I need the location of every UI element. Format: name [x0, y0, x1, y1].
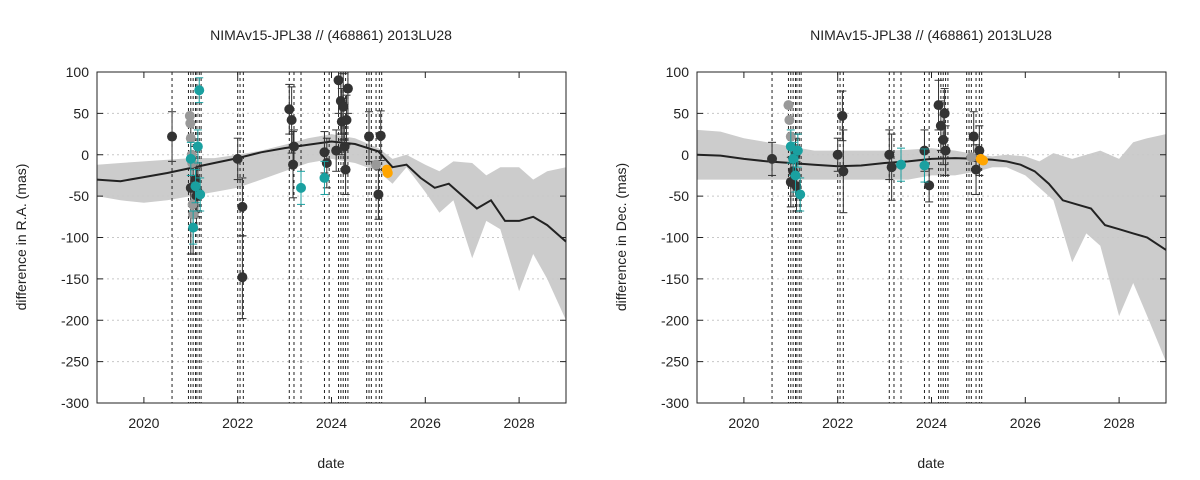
- data-point-teal: [896, 159, 907, 170]
- data-point-dark: [832, 149, 843, 160]
- data-point-dark: [288, 141, 299, 152]
- x-tick-label: 2026: [1010, 415, 1041, 431]
- data-point-teal: [319, 172, 330, 183]
- data-point-gray: [184, 110, 195, 121]
- y-tick-label: -150: [61, 271, 89, 287]
- data-point-dark: [884, 149, 895, 160]
- data-point-gray: [187, 199, 198, 210]
- data-point-dark: [339, 141, 350, 152]
- data-point-dark: [232, 153, 243, 164]
- plot-area: 100 50 0 -50 -100 -150 -200 -250 -300 2020 2022 202…: [661, 64, 1167, 431]
- y-tick-label: 50: [73, 105, 89, 121]
- data-point-dark: [319, 147, 330, 158]
- x-tick-label: 2026: [410, 415, 441, 431]
- data-point-dark: [924, 180, 935, 191]
- x-axis-label: date: [317, 455, 344, 471]
- y-tick-label: 0: [681, 147, 689, 163]
- data-point-gray: [784, 114, 795, 125]
- data-point-gray: [185, 133, 196, 144]
- y-tick-label: 100: [66, 64, 90, 80]
- x-tick-label: 2022: [822, 415, 853, 431]
- plot-area: 100 50 0 -50 -100 -150 -200 -250 -300 2020 2022 202…: [61, 64, 567, 431]
- x-tick-label: 2022: [222, 415, 253, 431]
- data-point-orange: [382, 167, 393, 178]
- data-point-gray: [371, 159, 382, 170]
- data-point-teal: [792, 145, 803, 156]
- y-tick-label: -300: [661, 395, 689, 411]
- data-point-teal: [190, 181, 201, 192]
- data-point-dark: [838, 166, 849, 177]
- data-point-dark: [767, 153, 778, 164]
- data-point-orange: [978, 155, 989, 166]
- y-tick-label: -200: [661, 312, 689, 328]
- data-point-teal: [296, 182, 307, 193]
- x-axis-label: date: [917, 455, 944, 471]
- data-point-dark: [342, 83, 353, 94]
- data-point-gray: [185, 118, 196, 129]
- data-point-dark: [791, 181, 802, 192]
- data-point-dark: [974, 145, 985, 156]
- x-tick-label: 2020: [728, 415, 759, 431]
- data-point-dark: [968, 131, 979, 142]
- data-point-teal: [790, 170, 801, 181]
- y-tick-label: -250: [661, 354, 689, 370]
- x-tick-label: 2024: [316, 415, 347, 431]
- y-tick-label: -300: [61, 395, 89, 411]
- data-point-dark: [939, 108, 950, 119]
- data-point-dark: [886, 162, 897, 173]
- y-axis-label: difference in Dec. (mas): [613, 163, 629, 311]
- data-point-dark: [940, 145, 951, 156]
- data-point-dark: [286, 114, 297, 125]
- data-point-teal: [185, 153, 196, 164]
- y-tick-label: -100: [661, 230, 689, 246]
- y-tick-label: 100: [666, 64, 690, 80]
- y-tick-label: -150: [661, 271, 689, 287]
- data-point-dark: [340, 164, 351, 175]
- data-point-dark: [167, 131, 178, 142]
- chart-title: NIMAv15-JPL38 // (468861) 2013LU28: [210, 27, 452, 43]
- dec-chart: NIMAv15-JPL38 // (468861) 2013LU28 date …: [613, 27, 1167, 471]
- y-tick-label: -200: [61, 312, 89, 328]
- data-point-teal: [192, 141, 203, 152]
- y-tick-label: -50: [669, 188, 689, 204]
- data-point-teal: [195, 189, 206, 200]
- data-point-dark: [938, 134, 949, 145]
- data-point-teal: [919, 160, 930, 171]
- data-point-teal: [795, 189, 806, 200]
- data-point-dark: [364, 131, 375, 142]
- data-point-teal: [188, 222, 199, 233]
- data-point-dark: [837, 110, 848, 121]
- data-point-dark: [341, 114, 352, 125]
- x-tick-label: 2028: [1104, 415, 1135, 431]
- data-point-dark: [331, 145, 342, 156]
- y-tick-label: -50: [69, 188, 89, 204]
- data-point-dark: [338, 101, 349, 112]
- x-tick-label: 2020: [128, 415, 159, 431]
- y-axis-label: difference in R.A. (mas): [13, 164, 29, 311]
- data-point-dark: [284, 104, 295, 115]
- y-tick-label: -100: [61, 230, 89, 246]
- data-point-dark: [373, 189, 384, 200]
- data-point-dark: [333, 75, 344, 86]
- data-point-teal: [194, 85, 205, 96]
- uncertainty-band: [97, 134, 566, 321]
- data-point-dark: [237, 272, 248, 283]
- y-tick-label: -250: [61, 354, 89, 370]
- x-tick-label: 2024: [916, 415, 947, 431]
- data-point-gray: [966, 152, 977, 163]
- data-point-gray: [783, 100, 794, 111]
- data-point-dark: [375, 130, 386, 141]
- uncertainty-band: [697, 129, 1166, 362]
- ra-chart: NIMAv15-JPL38 // (468861) 2013LU28 date …: [13, 27, 567, 471]
- data-point-dark: [971, 164, 982, 175]
- data-point-dark: [237, 201, 248, 212]
- y-tick-label: 50: [673, 105, 689, 121]
- data-point-dark: [321, 158, 332, 169]
- y-tick-label: 0: [81, 147, 89, 163]
- data-point-dark: [288, 159, 299, 170]
- chart-title: NIMAv15-JPL38 // (468861) 2013LU28: [810, 27, 1052, 43]
- x-tick-label: 2028: [504, 415, 535, 431]
- data-point-dark: [933, 100, 944, 111]
